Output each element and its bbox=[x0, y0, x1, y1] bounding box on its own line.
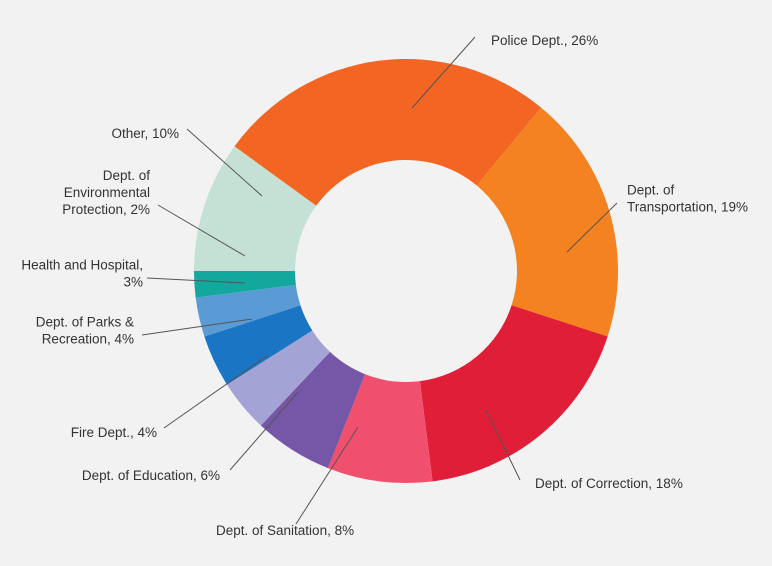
leader-line-dept-of-transportation bbox=[566, 202, 618, 253]
slice-dept-of-environmental-protection bbox=[194, 271, 296, 298]
leader-line-dept-of-sanitation bbox=[295, 426, 359, 525]
slice-label-line: Fire Dept., 4% bbox=[71, 425, 157, 440]
slice-dept-of-correction bbox=[419, 305, 608, 482]
slice-label-line: Dept. of Parks & bbox=[36, 315, 134, 330]
slice-police-dept bbox=[234, 59, 542, 206]
slice-label-line: Police Dept., 26% bbox=[491, 33, 598, 48]
slice-label-line: Dept. of Education, 6% bbox=[82, 468, 220, 483]
leader-line-dept-of-correction bbox=[485, 409, 521, 481]
slice-label-line: Health and Hospital, bbox=[21, 258, 143, 273]
slice-label-line: Dept. of bbox=[103, 168, 151, 183]
slice-label-other: Other, 10% bbox=[111, 126, 179, 141]
slice-dept-of-sanitation bbox=[327, 374, 433, 483]
donut-slices bbox=[194, 59, 618, 483]
slice-label-health-and-hospital: Health and Hospital, 3% bbox=[21, 258, 143, 290]
slice-label-dept-of-correction: Dept. of Correction, 18% bbox=[535, 476, 683, 491]
leader-line-dept-of-education bbox=[229, 391, 299, 471]
slice-label-line: Recreation, 4% bbox=[42, 332, 134, 347]
slice-label-line: Other, 10% bbox=[111, 126, 179, 141]
slice-dept-of-parks-recreation bbox=[204, 305, 313, 385]
leader-line-health-and-hospital bbox=[146, 277, 246, 284]
slice-label-fire-dept: Fire Dept., 4% bbox=[71, 425, 157, 440]
slice-labels: Police Dept., 26% Dept. of Transportation,… bbox=[21, 33, 748, 538]
leader-line-fire-dept bbox=[163, 354, 269, 429]
slice-label-dept-of-parks-recreation: Dept. of Parks & Recreation, 4% bbox=[36, 315, 134, 347]
slice-label-line: Dept. of bbox=[627, 183, 675, 198]
slice-dept-of-transportation bbox=[476, 107, 618, 337]
slice-fire-dept bbox=[227, 330, 331, 426]
leader-line-other bbox=[186, 128, 263, 197]
slice-label-line: 3% bbox=[123, 275, 143, 290]
slice-label-dept-of-environmental-protection: Dept. of Environmental Protection, 2% bbox=[62, 168, 150, 217]
slice-other bbox=[194, 146, 317, 271]
slice-label-line: Dept. of Sanitation, 8% bbox=[216, 523, 354, 538]
leader-line-dept-of-environmental-protection bbox=[157, 204, 246, 257]
leader-lines bbox=[141, 36, 618, 525]
leader-line-police-dept bbox=[411, 36, 476, 109]
slice-label-dept-of-sanitation: Dept. of Sanitation, 8% bbox=[216, 523, 354, 538]
slice-label-line: Protection, 2% bbox=[62, 202, 150, 217]
slice-label-line: Transportation, 19% bbox=[627, 200, 748, 215]
leader-line-dept-of-parks-recreation bbox=[141, 318, 253, 336]
slice-dept-of-education bbox=[260, 351, 366, 469]
slice-label-dept-of-transportation: Dept. of Transportation, 19% bbox=[627, 183, 748, 215]
slice-label-dept-of-education: Dept. of Education, 6% bbox=[82, 468, 220, 483]
slice-label-line: Dept. of Correction, 18% bbox=[535, 476, 683, 491]
slice-label-police-dept: Police Dept., 26% bbox=[491, 33, 598, 48]
slice-label-line: Environmental bbox=[64, 185, 150, 200]
